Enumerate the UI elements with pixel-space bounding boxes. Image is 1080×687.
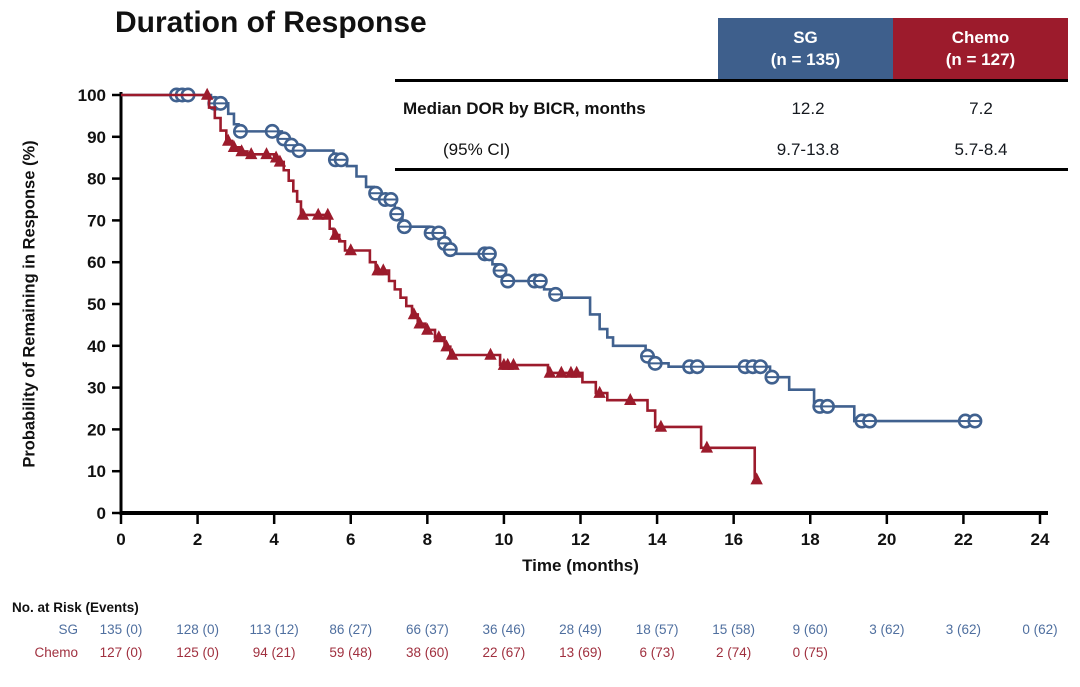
y-tick-label: 100 — [78, 86, 106, 105]
km-curve-chemo — [121, 93, 760, 481]
risk-cell: 86 (27) — [329, 622, 373, 637]
chemo-median-value: 7.2 — [969, 99, 993, 118]
chemo-header-n: (n = 127) — [945, 49, 1016, 69]
risk-cell: 66 (37) — [405, 622, 449, 637]
y-tick-label: 90 — [87, 128, 106, 147]
x-tick-label: 22 — [954, 530, 973, 549]
censor-triangle-chemo — [296, 207, 310, 220]
risk-row-label-sg: SG — [58, 622, 78, 637]
sg-header-n: (n = 135) — [770, 49, 841, 69]
censor-triangle-chemo — [543, 365, 557, 378]
censor-triangle-chemo — [446, 347, 459, 360]
censor-triangle-chemo — [200, 87, 214, 100]
sg-median-value: 12.2 — [791, 99, 825, 118]
risk-cell: 18 (57) — [635, 622, 679, 637]
risk-cell: 0 (75) — [792, 645, 828, 660]
x-tick-label: 16 — [724, 530, 743, 549]
censor-triangle-chemo — [555, 365, 568, 378]
y-tick-label: 10 — [87, 462, 106, 481]
censor-triangle-chemo — [700, 440, 714, 453]
risk-cell: 0 (62) — [1022, 622, 1058, 637]
censor-triangle-chemo — [750, 472, 763, 485]
x-tick-label: 24 — [1031, 530, 1050, 549]
censor-triangle-chemo — [244, 147, 258, 160]
sg-header-label: SG — [793, 28, 818, 48]
censor-triangle-chemo — [222, 133, 235, 146]
risk-cell: 13 (69) — [559, 645, 602, 660]
x-tick-label: 6 — [346, 530, 355, 549]
y-tick-label: 20 — [87, 420, 106, 439]
censor-triangle-chemo — [593, 385, 606, 398]
censor-triangle-chemo — [654, 419, 668, 432]
censor-triangle-chemo — [407, 307, 421, 320]
ci-row-label: (95% CI) — [443, 140, 511, 159]
censor-triangle-chemo — [413, 316, 426, 329]
y-tick-label: 40 — [87, 337, 106, 356]
x-axis-title: Time (months) — [522, 556, 639, 575]
censor-triangle-chemo — [312, 207, 325, 220]
censor-triangle-chemo — [321, 207, 334, 220]
risk-cell: 125 (0) — [176, 645, 219, 660]
risk-cell: 38 (60) — [405, 645, 449, 660]
x-tick-label: 2 — [193, 530, 202, 549]
censor-triangle-chemo — [235, 144, 248, 157]
censor-triangle-chemo — [440, 339, 453, 352]
sg-ci-value: 9.7-13.8 — [776, 140, 840, 159]
risk-cell: 94 (21) — [252, 645, 296, 660]
censor-triangle-chemo — [570, 365, 583, 378]
y-axis-title: Probability of Remaining in Response (%) — [20, 140, 39, 468]
censor-triangle-chemo — [344, 243, 357, 256]
censor-triangle-chemo — [432, 330, 446, 343]
risk-cell: 128 (0) — [176, 622, 219, 637]
censor-triangle-chemo — [484, 347, 497, 360]
censor-triangle-chemo — [377, 263, 390, 276]
censor-triangle-chemo — [624, 392, 637, 405]
censor-triangle-chemo — [507, 357, 520, 370]
chart-title: Duration of Response — [115, 6, 427, 39]
censor-triangle-chemo — [329, 227, 342, 240]
x-tick-label: 18 — [801, 530, 820, 549]
x-tick-label: 0 — [116, 530, 125, 549]
chemo-header-label: Chemo — [951, 28, 1010, 48]
risk-cell: 15 (58) — [712, 622, 756, 637]
y-tick-label: 30 — [87, 379, 106, 398]
x-tick-label: 4 — [269, 530, 279, 549]
risk-cell: 6 (73) — [639, 645, 675, 660]
stats-table-bottom-rule — [395, 168, 1068, 171]
risk-cell: 3 (62) — [869, 622, 905, 637]
risk-cell: 22 (67) — [482, 645, 526, 660]
censor-triangle-chemo — [273, 154, 287, 167]
x-tick-label: 8 — [423, 530, 432, 549]
y-tick-label: 70 — [87, 211, 106, 230]
censor-triangle-chemo — [421, 322, 434, 335]
y-tick-label: 50 — [87, 295, 106, 314]
y-tick-label: 80 — [87, 170, 106, 189]
x-tick-label: 10 — [494, 530, 513, 549]
censor-triangle-chemo — [260, 147, 273, 160]
y-tick-label: 0 — [97, 504, 106, 523]
x-tick-label: 14 — [648, 530, 667, 549]
stats-table-top-rule — [395, 79, 1068, 82]
risk-cell: 3 (62) — [945, 622, 982, 637]
risk-cell: 135 (0) — [99, 622, 143, 637]
chemo-ci-value: 5.7-8.4 — [954, 140, 1008, 159]
x-tick-label: 20 — [877, 530, 896, 549]
risk-cell: 113 (12) — [249, 622, 299, 637]
risk-cell: 9 (60) — [792, 622, 828, 637]
risk-cell: 28 (49) — [559, 622, 602, 637]
sg-header-cell: SG (n = 135) — [718, 18, 893, 79]
y-tick-label: 60 — [87, 253, 106, 272]
risk-cell: 127 (0) — [99, 645, 143, 660]
risk-table-title: No. at Risk (Events) — [12, 600, 139, 615]
risk-cell: 2 (74) — [716, 645, 752, 660]
risk-row-label-chemo: Chemo — [34, 645, 78, 660]
risk-cell: 59 (48) — [329, 645, 373, 660]
censor-triangle-chemo — [227, 140, 241, 153]
median-dor-row-label: Median DOR by BICR, months — [403, 99, 646, 118]
risk-cell: 36 (46) — [482, 622, 526, 637]
x-tick-label: 12 — [571, 530, 590, 549]
chemo-header-cell: Chemo (n = 127) — [893, 18, 1068, 79]
